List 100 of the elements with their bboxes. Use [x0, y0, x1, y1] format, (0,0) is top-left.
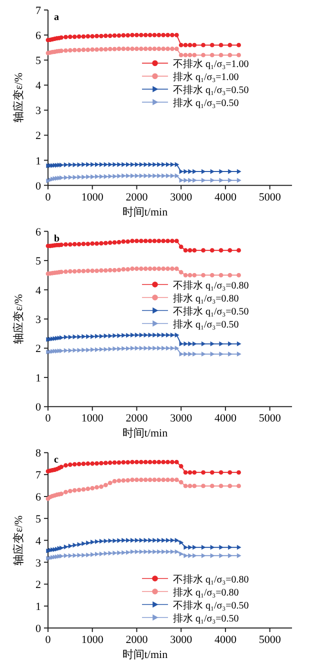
point [156, 46, 162, 52]
point [94, 539, 99, 544]
point [170, 46, 174, 52]
point [228, 52, 232, 58]
point [218, 484, 224, 488]
point [218, 470, 224, 475]
point [201, 272, 206, 278]
y-tick-label: 5 [36, 256, 42, 268]
point [148, 460, 152, 464]
point [112, 33, 117, 38]
point [236, 342, 241, 346]
point [148, 162, 152, 167]
point [152, 266, 157, 271]
point [138, 266, 144, 271]
point [228, 42, 232, 48]
x-axis-title: 时间t/min [122, 648, 168, 661]
point [144, 332, 148, 338]
point [166, 550, 170, 554]
point [188, 470, 192, 475]
point [178, 480, 184, 484]
point [144, 538, 148, 543]
point [134, 162, 139, 167]
point [64, 242, 68, 247]
point [218, 248, 224, 253]
x-tick-label: 1000 [81, 191, 104, 204]
point [139, 538, 144, 543]
point [117, 174, 122, 178]
point [210, 342, 214, 346]
point [201, 178, 206, 183]
point [184, 553, 188, 558]
point [121, 46, 126, 52]
point [77, 334, 82, 340]
point [134, 174, 139, 178]
point [144, 346, 148, 350]
point [228, 470, 232, 475]
point [201, 342, 206, 346]
point [170, 478, 174, 482]
point [228, 553, 232, 558]
point [236, 553, 241, 558]
point [201, 42, 206, 48]
point [236, 248, 241, 253]
point [99, 241, 104, 246]
point [162, 538, 166, 543]
point [178, 244, 184, 250]
point [72, 334, 77, 340]
point [157, 550, 162, 554]
point [174, 460, 179, 464]
point [99, 460, 104, 466]
point [126, 460, 130, 465]
point [138, 238, 144, 244]
point [122, 550, 126, 555]
point [183, 272, 188, 278]
point [64, 175, 68, 180]
legend-label: 不排水 q₁/σ₃=1.00 [173, 58, 249, 70]
point [130, 478, 134, 482]
point [236, 272, 241, 278]
point [94, 334, 99, 338]
point [126, 46, 130, 52]
point [116, 240, 122, 244]
point [126, 33, 130, 38]
point [68, 334, 72, 340]
point [94, 461, 99, 466]
point [94, 47, 99, 52]
point [126, 267, 130, 272]
point [134, 478, 139, 482]
point [59, 176, 64, 180]
point [104, 538, 108, 544]
point [210, 248, 214, 253]
x-tick-label: 3000 [170, 634, 193, 646]
point [143, 266, 148, 271]
point [183, 52, 188, 58]
point [59, 270, 64, 274]
point [166, 32, 170, 38]
point [148, 346, 152, 350]
point [81, 242, 86, 246]
point [99, 162, 104, 167]
point [192, 470, 197, 475]
point [183, 248, 188, 253]
point [166, 332, 170, 338]
point [166, 538, 170, 543]
point [112, 240, 117, 245]
point [108, 551, 112, 556]
point [178, 464, 184, 468]
point [152, 538, 157, 543]
point [228, 352, 232, 356]
point [166, 478, 170, 482]
point [219, 342, 224, 346]
point [76, 48, 82, 52]
point [104, 174, 108, 179]
point [148, 478, 152, 482]
point [210, 169, 214, 174]
point [117, 538, 122, 543]
point [77, 174, 82, 180]
point [148, 32, 152, 38]
y-tick-label: 1 [36, 155, 41, 168]
y-tick-label: 2 [36, 343, 41, 356]
point [108, 162, 112, 167]
legend-label: 排水 q₁/σ₃=0.50 [173, 318, 239, 330]
point [68, 553, 72, 558]
y-axis-title: 轴应变ε/% [12, 515, 25, 566]
